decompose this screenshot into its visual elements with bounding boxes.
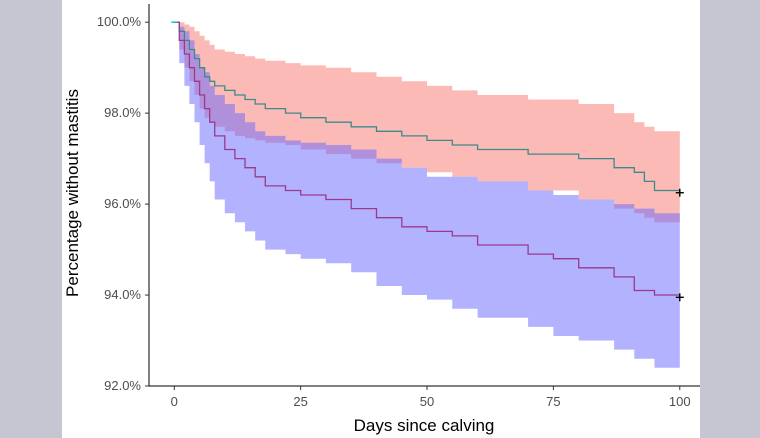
y-tick-label: 100.0%: [97, 14, 142, 29]
survival-chart: 92.0% 94.0% 96.0% 98.0% 100.0% 0 25 50 75 100 Da…: [63, 4, 700, 435]
confidence-band-1: [174, 22, 680, 227]
x-ticks: 0 25 50 75 100: [171, 386, 691, 409]
censor-marker-2: [675, 293, 684, 302]
y-tick-label: 92.0%: [104, 378, 141, 393]
survival-lines: [174, 21, 681, 298]
figure-panel: 92.0% 94.0% 96.0% 98.0% 100.0% 0 25 50 75 100 Da…: [62, 0, 700, 438]
survival-line-2: [174, 21, 681, 298]
x-tick-label: 25: [293, 394, 307, 409]
y-tick-label: 98.0%: [104, 105, 141, 120]
y-tick-label: 96.0%: [104, 196, 141, 211]
x-axis-title: Days since calving: [354, 416, 495, 435]
censor-markers: [171, 21, 684, 302]
y-ticks: 92.0% 94.0% 96.0% 98.0% 100.0%: [97, 14, 149, 393]
censor-marker-1: [675, 188, 684, 197]
x-tick-label: 0: [171, 394, 178, 409]
confidence-bands: [174, 22, 680, 373]
x-tick-label: 50: [420, 394, 434, 409]
survival-line-1: [174, 21, 681, 193]
y-tick-label: 94.0%: [104, 287, 141, 302]
y-axis-title: Percentage without mastitis: [63, 89, 82, 297]
axes: [148, 4, 700, 387]
x-tick-label: 75: [546, 394, 560, 409]
x-tick-label: 100: [669, 394, 691, 409]
confidence-band-2: [174, 22, 680, 373]
